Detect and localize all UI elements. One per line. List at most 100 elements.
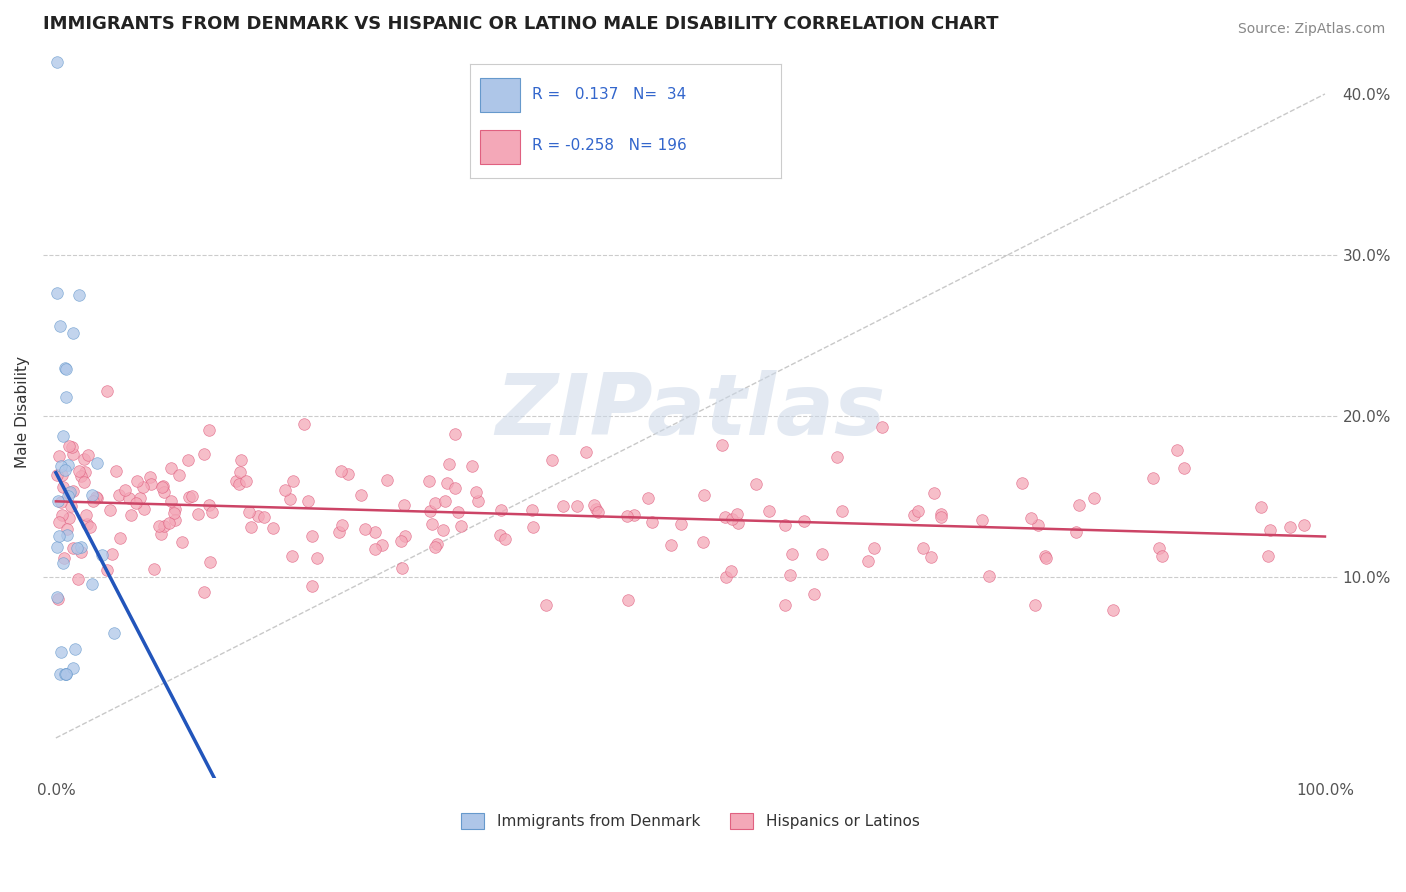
Point — [52, 480, 75, 494]
Point — [62, 661, 84, 675]
Point — [391, 561, 413, 575]
Point — [98, 503, 121, 517]
Point — [240, 519, 263, 533]
Point — [55, 666, 77, 681]
Point — [714, 510, 737, 524]
Point — [49, 645, 72, 659]
Point — [53, 666, 76, 681]
Point — [253, 510, 276, 524]
Point — [225, 474, 247, 488]
Point — [201, 505, 224, 519]
Point — [1250, 500, 1272, 514]
Point — [262, 521, 284, 535]
Point — [84, 491, 107, 505]
Point — [425, 495, 447, 509]
Point — [73, 452, 96, 467]
Point — [419, 503, 441, 517]
Point — [811, 547, 834, 561]
Point — [337, 467, 360, 481]
Point — [489, 502, 512, 516]
Point — [150, 480, 173, 494]
Point — [76, 517, 98, 532]
Point — [364, 541, 387, 556]
Point — [180, 489, 202, 503]
Point — [48, 515, 70, 529]
Point — [426, 537, 449, 551]
Point — [198, 423, 221, 437]
Point — [51, 495, 73, 509]
Point — [1024, 598, 1046, 612]
Point — [450, 519, 472, 533]
Point — [922, 486, 945, 500]
Y-axis label: Male Disability: Male Disability — [15, 356, 30, 468]
Point — [371, 537, 394, 551]
Point — [856, 554, 879, 568]
Point — [1173, 460, 1195, 475]
Point — [465, 485, 488, 500]
Point — [1279, 519, 1302, 533]
Point — [307, 550, 329, 565]
Point — [160, 493, 183, 508]
Point — [773, 518, 796, 533]
Point — [1067, 498, 1090, 512]
Text: ZIPatlas: ZIPatlas — [495, 370, 886, 453]
Point — [494, 532, 516, 546]
Point — [56, 528, 79, 542]
Point — [67, 288, 90, 302]
Point — [661, 538, 683, 552]
Point — [152, 479, 174, 493]
Point — [73, 465, 96, 479]
Point — [773, 598, 796, 612]
Text: IMMIGRANTS FROM DENMARK VS HISPANIC OR LATINO MALE DISABILITY CORRELATION CHART: IMMIGRANTS FROM DENMARK VS HISPANIC OR L… — [44, 15, 998, 33]
Point — [375, 474, 398, 488]
Point — [198, 498, 221, 512]
Point — [522, 520, 544, 534]
Point — [1064, 525, 1087, 540]
Point — [62, 484, 84, 499]
Point — [125, 474, 148, 488]
Point — [163, 513, 186, 527]
Point — [56, 523, 79, 537]
Point — [912, 541, 935, 555]
Point — [364, 524, 387, 539]
Point — [711, 438, 734, 452]
Point — [534, 598, 557, 612]
Point — [46, 591, 69, 606]
Point — [46, 54, 69, 69]
Point — [46, 467, 69, 482]
Point — [193, 447, 215, 461]
Point — [714, 570, 737, 584]
Point — [49, 458, 72, 473]
Point — [86, 491, 108, 505]
Point — [418, 474, 440, 488]
Point — [187, 508, 209, 522]
Point — [160, 460, 183, 475]
Point — [228, 477, 250, 491]
Point — [148, 519, 170, 533]
Point — [48, 529, 70, 543]
Point — [52, 556, 75, 570]
Point — [163, 506, 186, 520]
Point — [46, 540, 69, 554]
Point — [69, 545, 91, 559]
Point — [108, 531, 131, 545]
Point — [297, 494, 319, 508]
Point — [150, 527, 173, 541]
Point — [623, 508, 645, 523]
Point — [301, 579, 323, 593]
Point — [200, 555, 222, 569]
Point — [444, 426, 467, 441]
Point — [125, 496, 148, 510]
Point — [920, 549, 942, 564]
Point — [177, 491, 200, 505]
Point — [55, 666, 77, 681]
Point — [165, 502, 187, 516]
Point — [394, 498, 416, 512]
Point — [46, 590, 69, 604]
Point — [62, 326, 84, 340]
Point — [641, 515, 664, 529]
Point — [103, 626, 125, 640]
Point — [793, 514, 815, 528]
Point — [62, 446, 84, 460]
Point — [121, 508, 143, 522]
